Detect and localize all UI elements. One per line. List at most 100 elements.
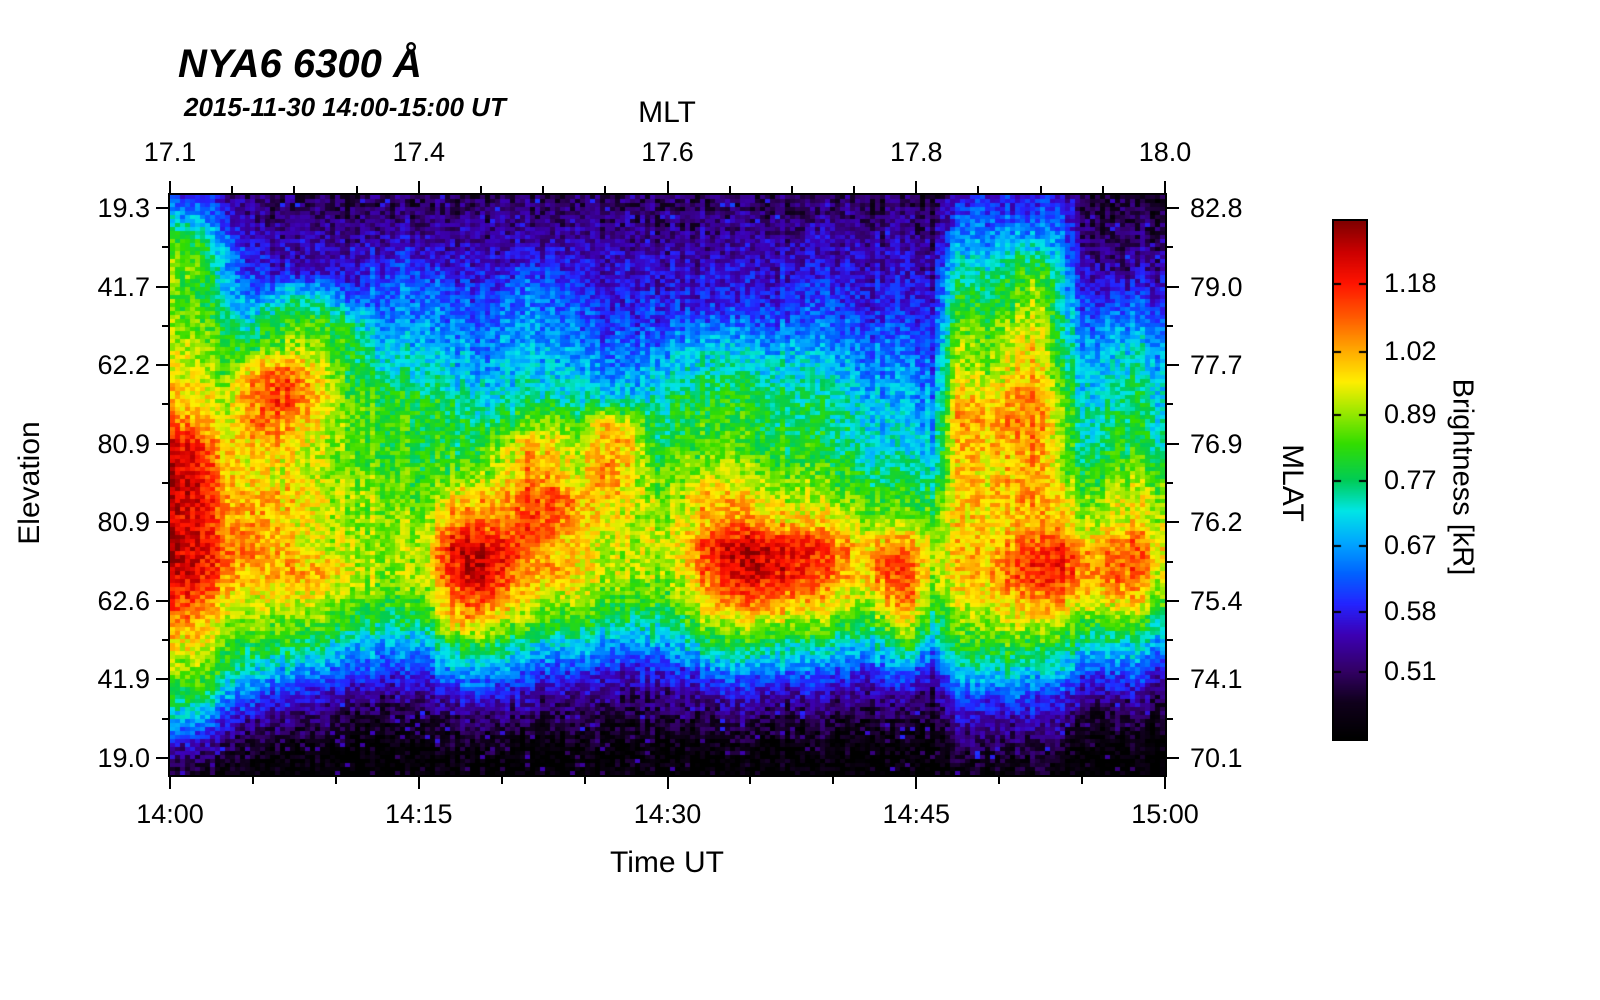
left-axis-minor-tick (162, 403, 168, 406)
bottom-axis-tick-label: 14:45 (882, 799, 951, 829)
right-axis-tick (1167, 757, 1179, 759)
bottom-axis-title: Time UT (610, 846, 724, 879)
right-axis-tick (1167, 678, 1179, 681)
left-axis-tick-label: 19.3 (97, 193, 150, 223)
top-axis-minor-tick (728, 186, 731, 193)
right-axis-minor-tick (1167, 639, 1173, 642)
right-axis-tick-label: 77.7 (1190, 350, 1243, 381)
right-axis-minor-tick (1167, 403, 1173, 406)
right-axis-minor-tick (1167, 482, 1173, 484)
left-axis-minor-tick (162, 560, 168, 563)
bottom-axis-tick-label: 15:00 (1131, 799, 1199, 829)
top-axis-tick (169, 181, 171, 193)
left-axis-minor-tick (162, 482, 168, 484)
bottom-axis-minor-tick (583, 777, 586, 784)
left-axis-tick (156, 757, 168, 759)
bottom-axis-minor-tick (334, 777, 337, 784)
left-axis-tick (156, 442, 168, 445)
top-axis-minor-tick (1039, 186, 1042, 193)
top-axis-minor-tick (542, 186, 545, 193)
left-axis-tick-label: 19.0 (97, 743, 150, 773)
right-axis-tick (1167, 442, 1179, 445)
right-axis-tick-label: 82.8 (1190, 193, 1243, 223)
top-axis-minor-tick (1101, 186, 1104, 193)
bottom-axis-tick (169, 777, 171, 789)
colorbar-tick-label: 1.18 (1384, 268, 1437, 299)
left-axis-tick-label: 80.9 (97, 507, 150, 538)
left-axis-tick (156, 678, 168, 681)
top-axis-tick (1164, 181, 1166, 193)
top-axis-tick-label: 18.0 (1138, 137, 1192, 167)
bottom-axis-minor-tick (832, 777, 835, 784)
plot-border (168, 193, 1167, 777)
left-axis-minor-tick (162, 246, 168, 249)
heatmap-canvas (170, 195, 1165, 775)
top-axis-minor-tick (479, 186, 482, 193)
left-axis-tick-label: 80.9 (97, 428, 150, 459)
top-axis-minor-tick (790, 186, 793, 193)
left-axis-tick (156, 521, 168, 524)
right-axis-minor-tick (1167, 246, 1173, 249)
plot-subtitle: 2015-11-30 14:00-15:00 UT (184, 92, 506, 122)
colorbar-tick-label: 0.77 (1384, 465, 1437, 496)
colorbar-canvas (1334, 221, 1366, 739)
left-axis-minor-tick (162, 324, 168, 327)
top-axis-tick (417, 181, 420, 193)
right-axis-tick-label: 70.1 (1190, 743, 1243, 773)
bottom-axis-tick (666, 777, 669, 789)
bottom-axis-tick (417, 777, 420, 789)
right-axis-tick (1167, 521, 1179, 524)
top-axis-minor-tick (977, 186, 980, 193)
bottom-axis-minor-tick (1081, 777, 1084, 784)
bottom-axis-minor-tick (251, 777, 254, 784)
right-axis-minor-tick (1167, 717, 1173, 720)
top-axis-minor-tick (853, 186, 856, 193)
right-axis-tick (1167, 599, 1179, 602)
colorbar-tick-label: 0.51 (1384, 655, 1437, 686)
colorbar-tick-label: 0.58 (1384, 596, 1437, 627)
bottom-axis-tick-label: 14:30 (633, 799, 702, 829)
bottom-axis-minor-tick (749, 777, 752, 784)
bottom-axis-tick-label: 14:00 (136, 799, 204, 829)
colorbar-tick-label: 1.02 (1384, 335, 1437, 366)
right-axis-tick-label: 79.0 (1190, 271, 1243, 302)
bottom-axis-minor-tick (500, 777, 503, 784)
top-axis-tick-label: 17.6 (641, 137, 694, 167)
left-axis-tick (156, 207, 168, 209)
right-axis-tick (1167, 364, 1179, 367)
top-axis-minor-tick (293, 186, 296, 193)
left-axis-tick-label: 62.2 (97, 350, 150, 381)
right-axis-minor-tick (1167, 560, 1173, 563)
left-axis-minor-tick (162, 717, 168, 720)
right-axis-title: MLAT (1276, 444, 1309, 522)
right-axis-tick-label: 74.1 (1190, 664, 1243, 695)
left-axis-minor-tick (162, 639, 168, 642)
left-axis-tick (156, 364, 168, 367)
plot-title: NYA6 6300 Å (178, 42, 422, 86)
colorbar-border (1332, 219, 1368, 741)
top-axis-tick (666, 181, 669, 193)
top-axis-minor-tick (604, 186, 607, 193)
right-axis-tick (1167, 207, 1179, 209)
left-axis-tick (156, 599, 168, 602)
left-axis-tick (156, 285, 168, 288)
right-axis-tick-label: 76.2 (1190, 507, 1243, 538)
bottom-axis-minor-tick (998, 777, 1001, 784)
right-axis-tick-label: 76.9 (1190, 428, 1243, 459)
top-axis-tick (915, 181, 918, 193)
left-axis-tick-label: 41.9 (97, 664, 150, 695)
top-axis-minor-tick (231, 186, 234, 193)
top-axis-tick-label: 17.1 (143, 137, 197, 167)
right-axis-tick (1167, 285, 1179, 288)
right-axis-minor-tick (1167, 324, 1173, 327)
left-axis-tick-label: 62.6 (97, 585, 150, 616)
right-axis-tick-label: 75.4 (1190, 585, 1243, 616)
bottom-axis-tick-label: 14:15 (384, 799, 453, 829)
colorbar-tick-label: 0.89 (1384, 398, 1437, 429)
top-axis-tick-label: 17.4 (392, 137, 446, 167)
colorbar-title: Brightness [kR] (1446, 378, 1479, 576)
left-axis-tick-label: 41.7 (97, 271, 150, 302)
colorbar-tick-label: 0.67 (1384, 529, 1437, 560)
top-axis-title: MLT (638, 96, 696, 129)
